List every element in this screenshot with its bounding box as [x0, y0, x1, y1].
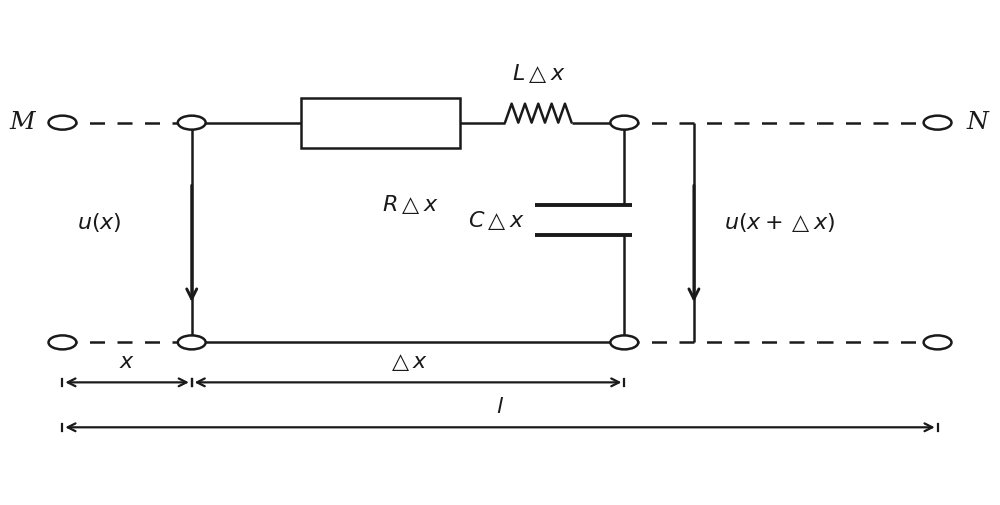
Text: $\triangle x$: $\triangle x$	[387, 351, 429, 373]
Text: $u(x+\triangle x)$: $u(x+\triangle x)$	[724, 211, 835, 234]
Circle shape	[178, 335, 206, 349]
Text: $u(x)$: $u(x)$	[77, 211, 122, 234]
Circle shape	[924, 335, 951, 349]
Text: $l$: $l$	[496, 396, 504, 418]
Circle shape	[924, 116, 951, 130]
Circle shape	[49, 116, 76, 130]
Bar	[301, 97, 460, 147]
Text: $L\triangle x$: $L\triangle x$	[512, 62, 565, 85]
Circle shape	[610, 335, 638, 349]
Text: N: N	[966, 111, 988, 134]
Text: $R\triangle x$: $R\triangle x$	[382, 192, 439, 216]
Circle shape	[49, 335, 76, 349]
Text: $C\triangle x$: $C\triangle x$	[468, 209, 525, 231]
Text: M: M	[10, 111, 35, 134]
Circle shape	[178, 116, 206, 130]
Circle shape	[610, 116, 638, 130]
Text: $x$: $x$	[119, 351, 135, 373]
